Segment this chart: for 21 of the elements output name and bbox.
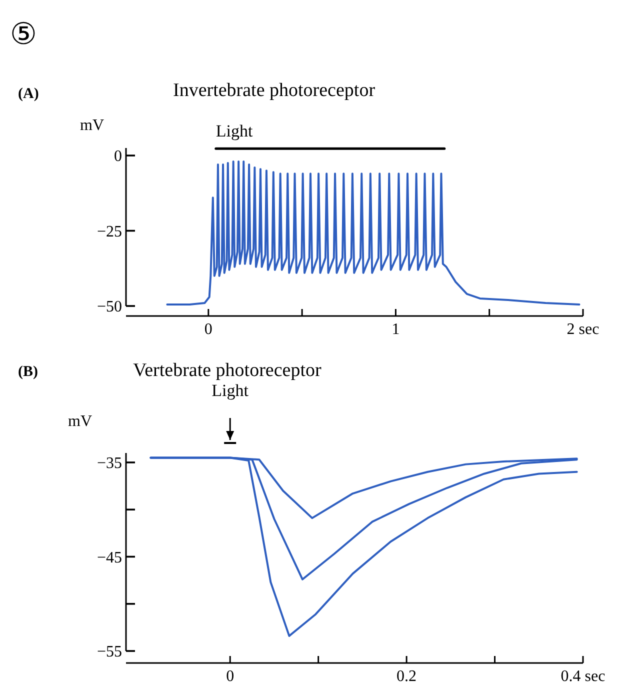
x-tick-label: 0.4 sec <box>560 668 606 682</box>
ref-line-label: Light <box>212 381 249 400</box>
x-tick-label: 1 <box>392 321 400 338</box>
y-axis-title: mV <box>80 117 104 134</box>
text: (A) <box>18 86 39 102</box>
chart-title: Vertebrate photoreceptor <box>133 360 322 381</box>
text: (B) <box>18 364 38 380</box>
y-tick-label: −45 <box>96 549 122 566</box>
y-tick-label: −25 <box>96 223 122 240</box>
y-tick-label: −35 <box>96 455 122 472</box>
x-tick-label: 0 <box>204 321 212 338</box>
text: ⑤ <box>10 17 37 52</box>
x-tick-label: 0.2 <box>396 668 417 682</box>
x-tick-label: 0 <box>226 668 234 682</box>
y-tick-label: −50 <box>96 298 122 316</box>
y-tick-label: −55 <box>96 644 122 661</box>
series-label: Light <box>216 122 254 141</box>
y-tick-label: 0 <box>114 148 122 166</box>
x-tick-label: 2 sec <box>566 321 600 338</box>
chart-title: Invertebrate photoreceptor <box>173 80 376 101</box>
y-axis-title: mV <box>68 413 92 430</box>
